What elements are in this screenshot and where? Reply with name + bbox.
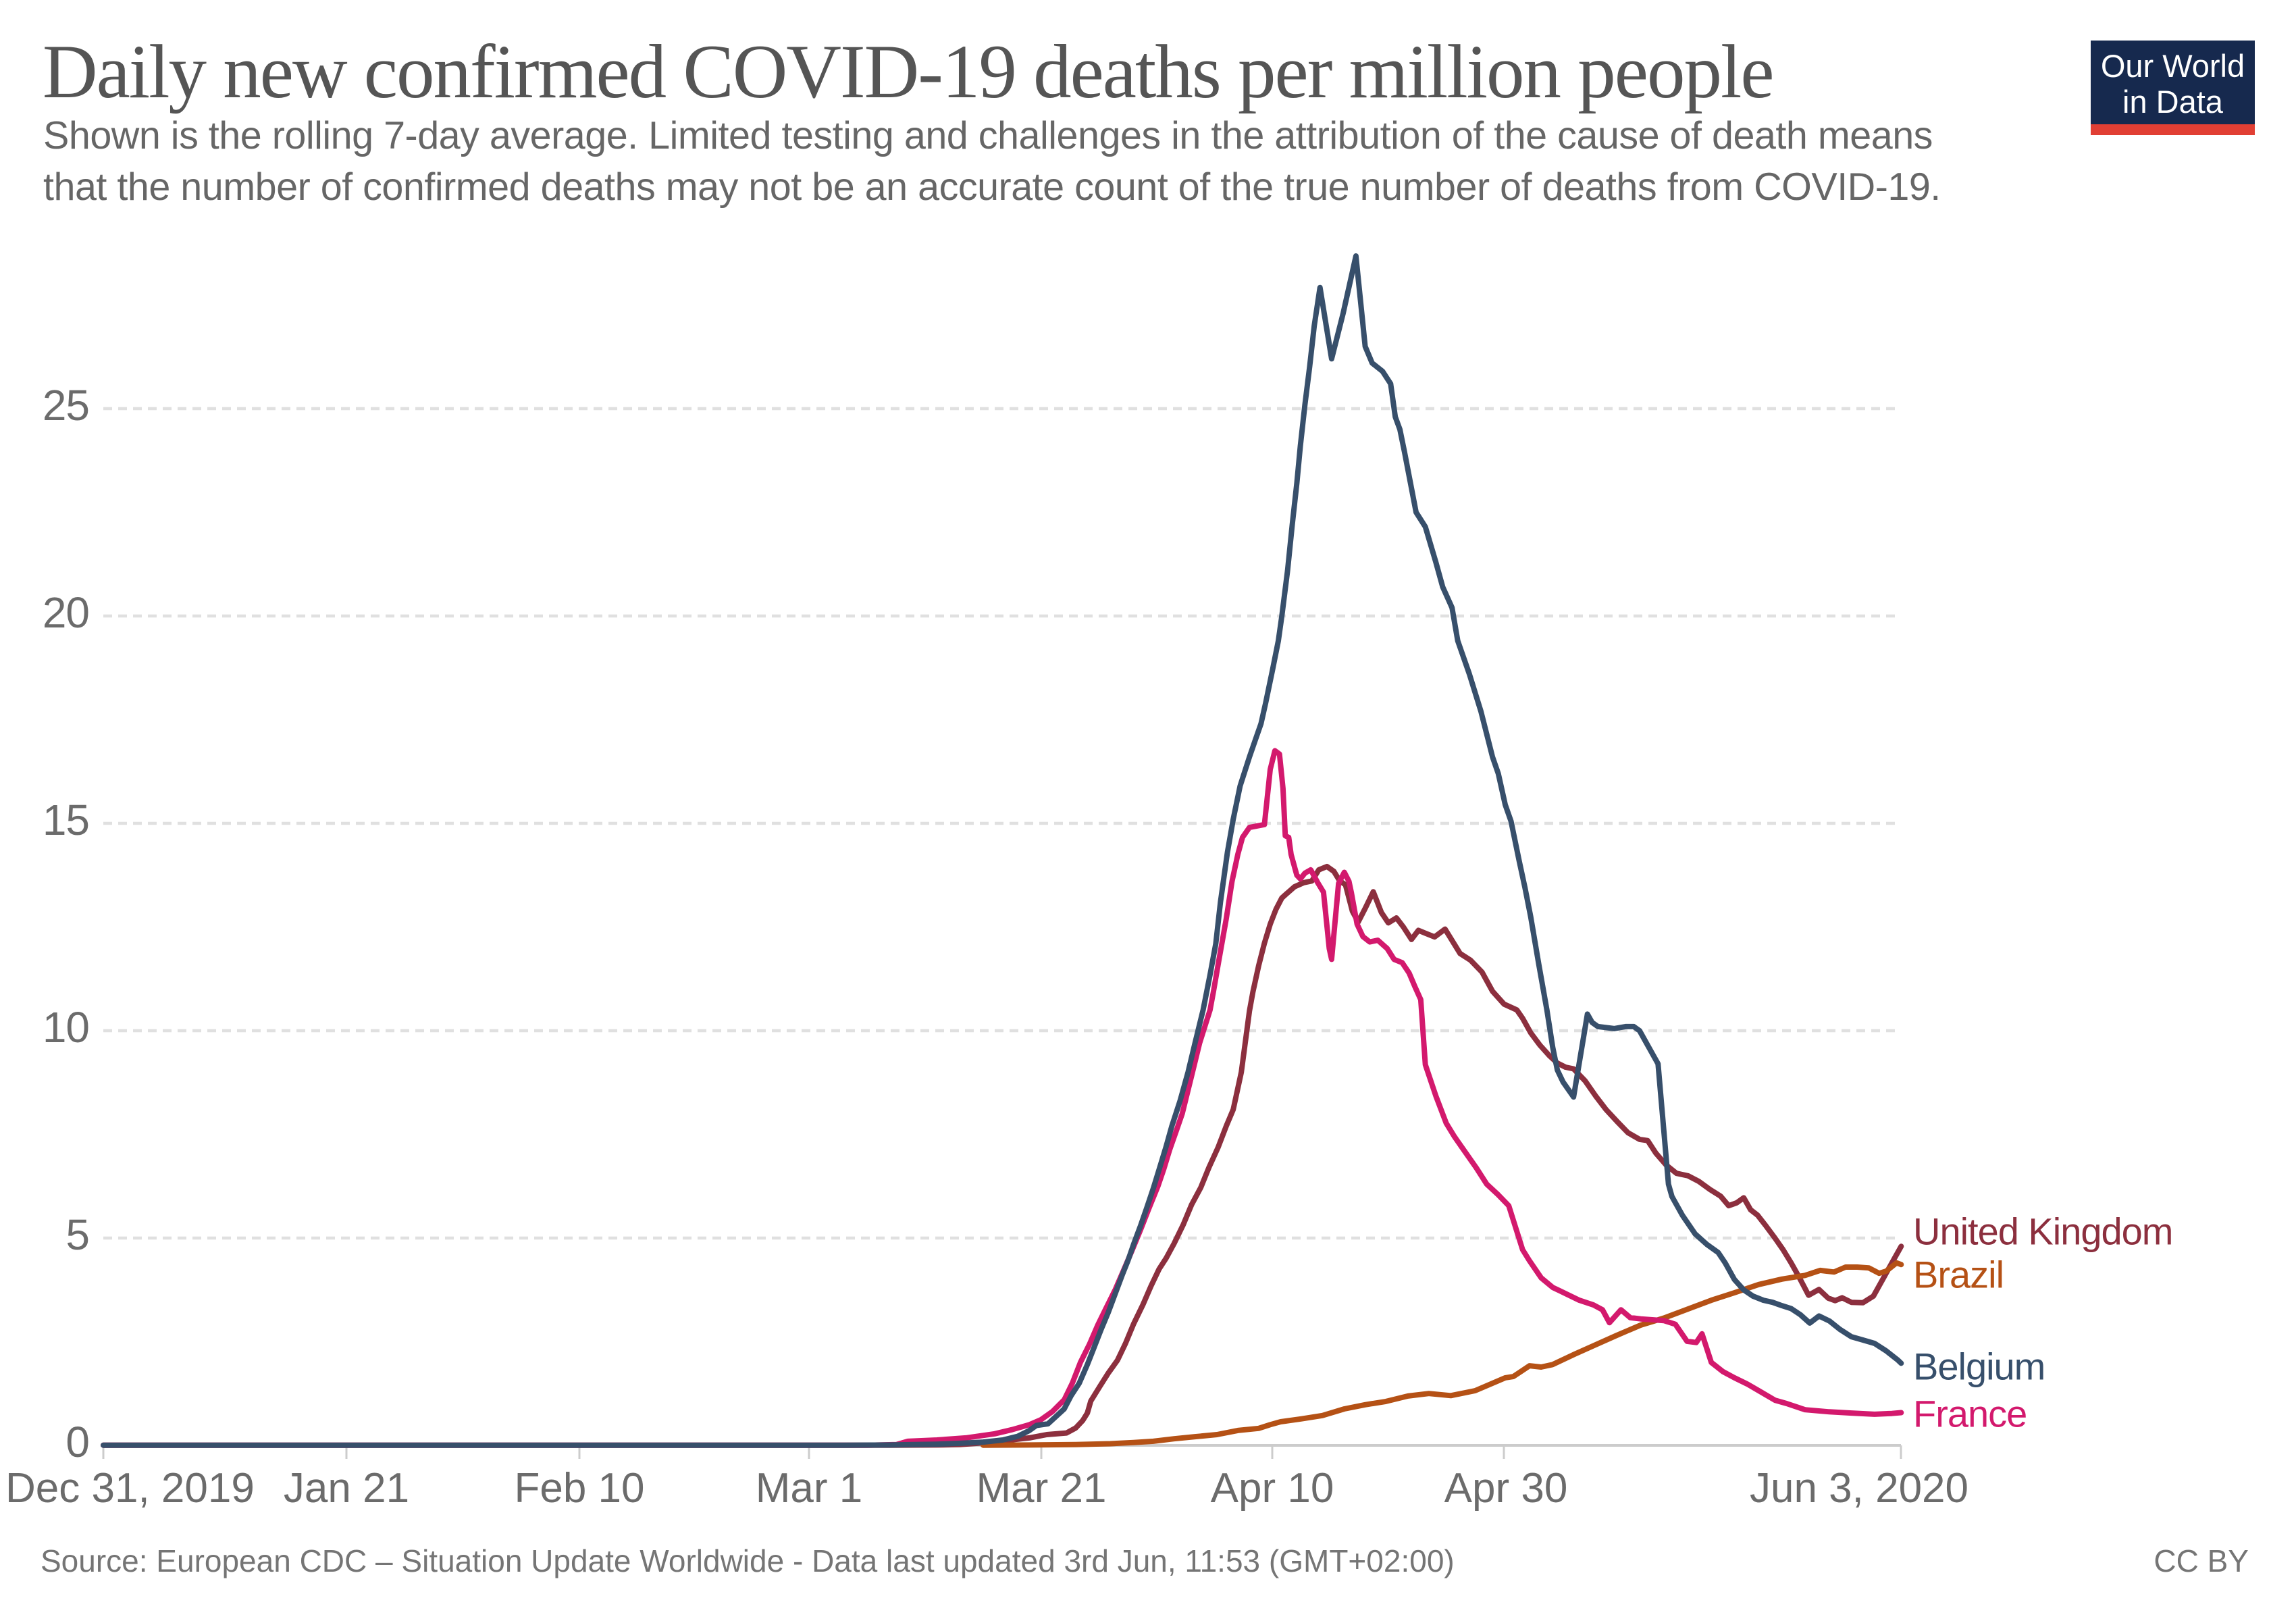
- svg-text:Mar 21: Mar 21: [976, 1465, 1107, 1512]
- svg-text:Apr 30: Apr 30: [1444, 1465, 1568, 1512]
- svg-text:Brazil: Brazil: [1913, 1254, 2004, 1296]
- svg-text:Dec 31, 2019: Dec 31, 2019: [5, 1465, 255, 1512]
- svg-text:5: 5: [66, 1210, 89, 1259]
- svg-text:20: 20: [43, 588, 89, 637]
- svg-text:10: 10: [43, 1003, 89, 1052]
- svg-text:Apr 10: Apr 10: [1211, 1465, 1334, 1512]
- svg-text:25: 25: [43, 381, 89, 430]
- svg-text:Jun 3, 2020: Jun 3, 2020: [1750, 1465, 1968, 1512]
- svg-text:Belgium: Belgium: [1913, 1345, 2045, 1388]
- svg-text:Mar 1: Mar 1: [756, 1465, 862, 1512]
- svg-text:Jan 21: Jan 21: [284, 1465, 409, 1512]
- svg-text:Feb 10: Feb 10: [514, 1465, 644, 1512]
- svg-text:15: 15: [43, 796, 89, 844]
- svg-text:0: 0: [66, 1418, 89, 1466]
- svg-text:United Kingdom: United Kingdom: [1913, 1210, 2172, 1253]
- svg-text:France: France: [1913, 1393, 2027, 1435]
